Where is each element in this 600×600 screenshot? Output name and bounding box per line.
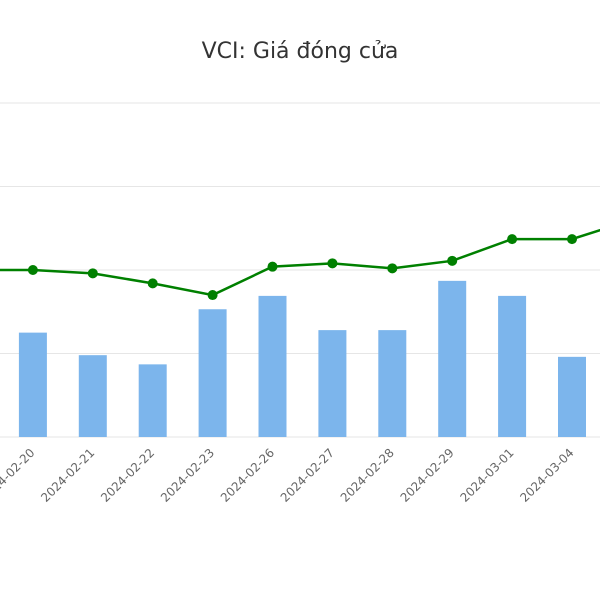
bar bbox=[198, 309, 227, 437]
line-point bbox=[567, 234, 577, 245]
bar bbox=[438, 280, 467, 437]
x-tick-label: 2024-03-01 bbox=[457, 446, 516, 505]
bar bbox=[498, 295, 527, 437]
line-point bbox=[87, 268, 98, 279]
chart-title: VCI: Giá đóng cửa bbox=[202, 39, 399, 64]
line-point bbox=[267, 261, 278, 272]
line bbox=[0, 228, 600, 297]
x-tick-label: 2024-02-26 bbox=[218, 446, 277, 505]
x-tick-label: 2024-02-28 bbox=[338, 446, 397, 505]
x-tick-label: 2024-02-22 bbox=[98, 446, 157, 505]
line-point bbox=[327, 258, 338, 269]
bar bbox=[558, 356, 586, 437]
line-point bbox=[207, 290, 218, 301]
line-point bbox=[507, 234, 518, 245]
x-tick-label: 2024-03-04 bbox=[517, 446, 576, 505]
x-tick-label: 2024-02-20 bbox=[0, 446, 37, 505]
bar bbox=[378, 330, 407, 437]
line-point bbox=[147, 278, 158, 289]
line-point bbox=[27, 265, 38, 275]
bar bbox=[78, 355, 107, 437]
bar bbox=[138, 364, 167, 437]
x-tick-label: 2024-02-21 bbox=[38, 446, 97, 505]
x-tick-label: 2024-02-27 bbox=[278, 446, 337, 505]
line-point bbox=[447, 255, 458, 266]
bar bbox=[318, 330, 347, 437]
x-tick-label: 2024-02-23 bbox=[158, 446, 217, 505]
line-point bbox=[387, 263, 398, 274]
bar bbox=[258, 295, 287, 437]
x-tick-label: 2024-02-29 bbox=[398, 446, 457, 505]
bar bbox=[18, 332, 47, 437]
